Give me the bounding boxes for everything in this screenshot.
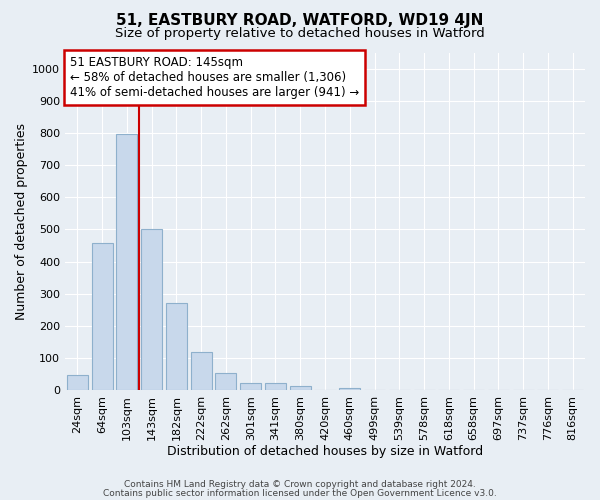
Bar — [215, 372, 236, 390]
Text: 51 EASTBURY ROAD: 145sqm
← 58% of detached houses are smaller (1,306)
41% of sem: 51 EASTBURY ROAD: 145sqm ← 58% of detach… — [70, 56, 359, 99]
Bar — [265, 384, 286, 390]
Text: Size of property relative to detached houses in Watford: Size of property relative to detached ho… — [115, 28, 485, 40]
Y-axis label: Number of detached properties: Number of detached properties — [15, 123, 28, 320]
Bar — [67, 375, 88, 390]
Bar — [141, 230, 162, 390]
X-axis label: Distribution of detached houses by size in Watford: Distribution of detached houses by size … — [167, 444, 483, 458]
Bar — [191, 352, 212, 391]
Text: Contains HM Land Registry data © Crown copyright and database right 2024.: Contains HM Land Registry data © Crown c… — [124, 480, 476, 489]
Text: 51, EASTBURY ROAD, WATFORD, WD19 4JN: 51, EASTBURY ROAD, WATFORD, WD19 4JN — [116, 12, 484, 28]
Bar — [166, 304, 187, 390]
Bar — [240, 384, 261, 390]
Bar — [290, 386, 311, 390]
Bar — [339, 388, 360, 390]
Bar — [92, 244, 113, 390]
Bar — [116, 134, 137, 390]
Text: Contains public sector information licensed under the Open Government Licence v3: Contains public sector information licen… — [103, 489, 497, 498]
